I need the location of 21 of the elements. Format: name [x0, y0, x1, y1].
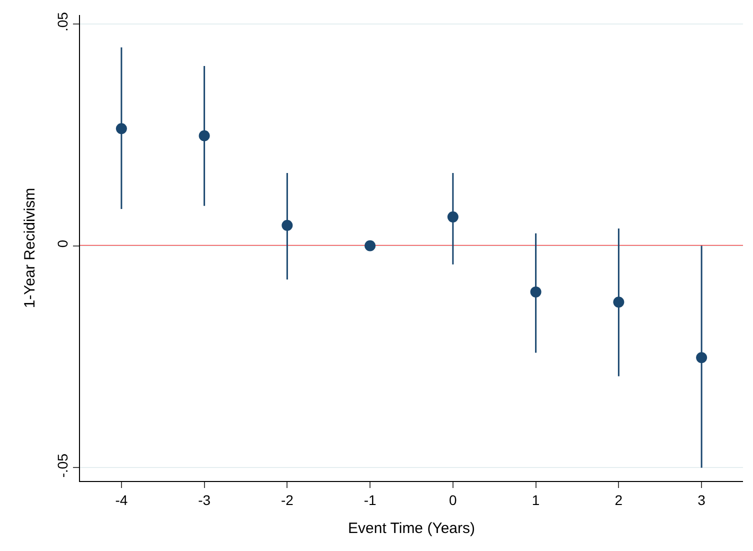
x-tick-label: 0 [449, 492, 458, 508]
point [613, 296, 624, 308]
y-axis-title: 1-Year Recidivism [22, 188, 39, 308]
y-tick-label: .05 [54, 12, 70, 32]
point [530, 286, 542, 298]
x-tick-label: -4 [115, 492, 128, 508]
point [116, 123, 127, 134]
x-axis-title: Event Time (Years) [348, 520, 475, 537]
x-tick-label: 3 [698, 492, 706, 508]
x-tick-label: 1 [532, 492, 540, 508]
x-tick-label: 2 [614, 492, 623, 508]
x-tick-label: -3 [198, 492, 211, 508]
point [696, 352, 708, 364]
point [282, 220, 293, 231]
point [198, 130, 210, 142]
y-tick-label: 0 [54, 240, 70, 248]
point [447, 211, 458, 222]
x-tick-label: -1 [364, 492, 376, 508]
point [364, 240, 376, 252]
x-tick-label: -2 [280, 492, 294, 508]
y-tick-label: -.05 [54, 453, 70, 478]
